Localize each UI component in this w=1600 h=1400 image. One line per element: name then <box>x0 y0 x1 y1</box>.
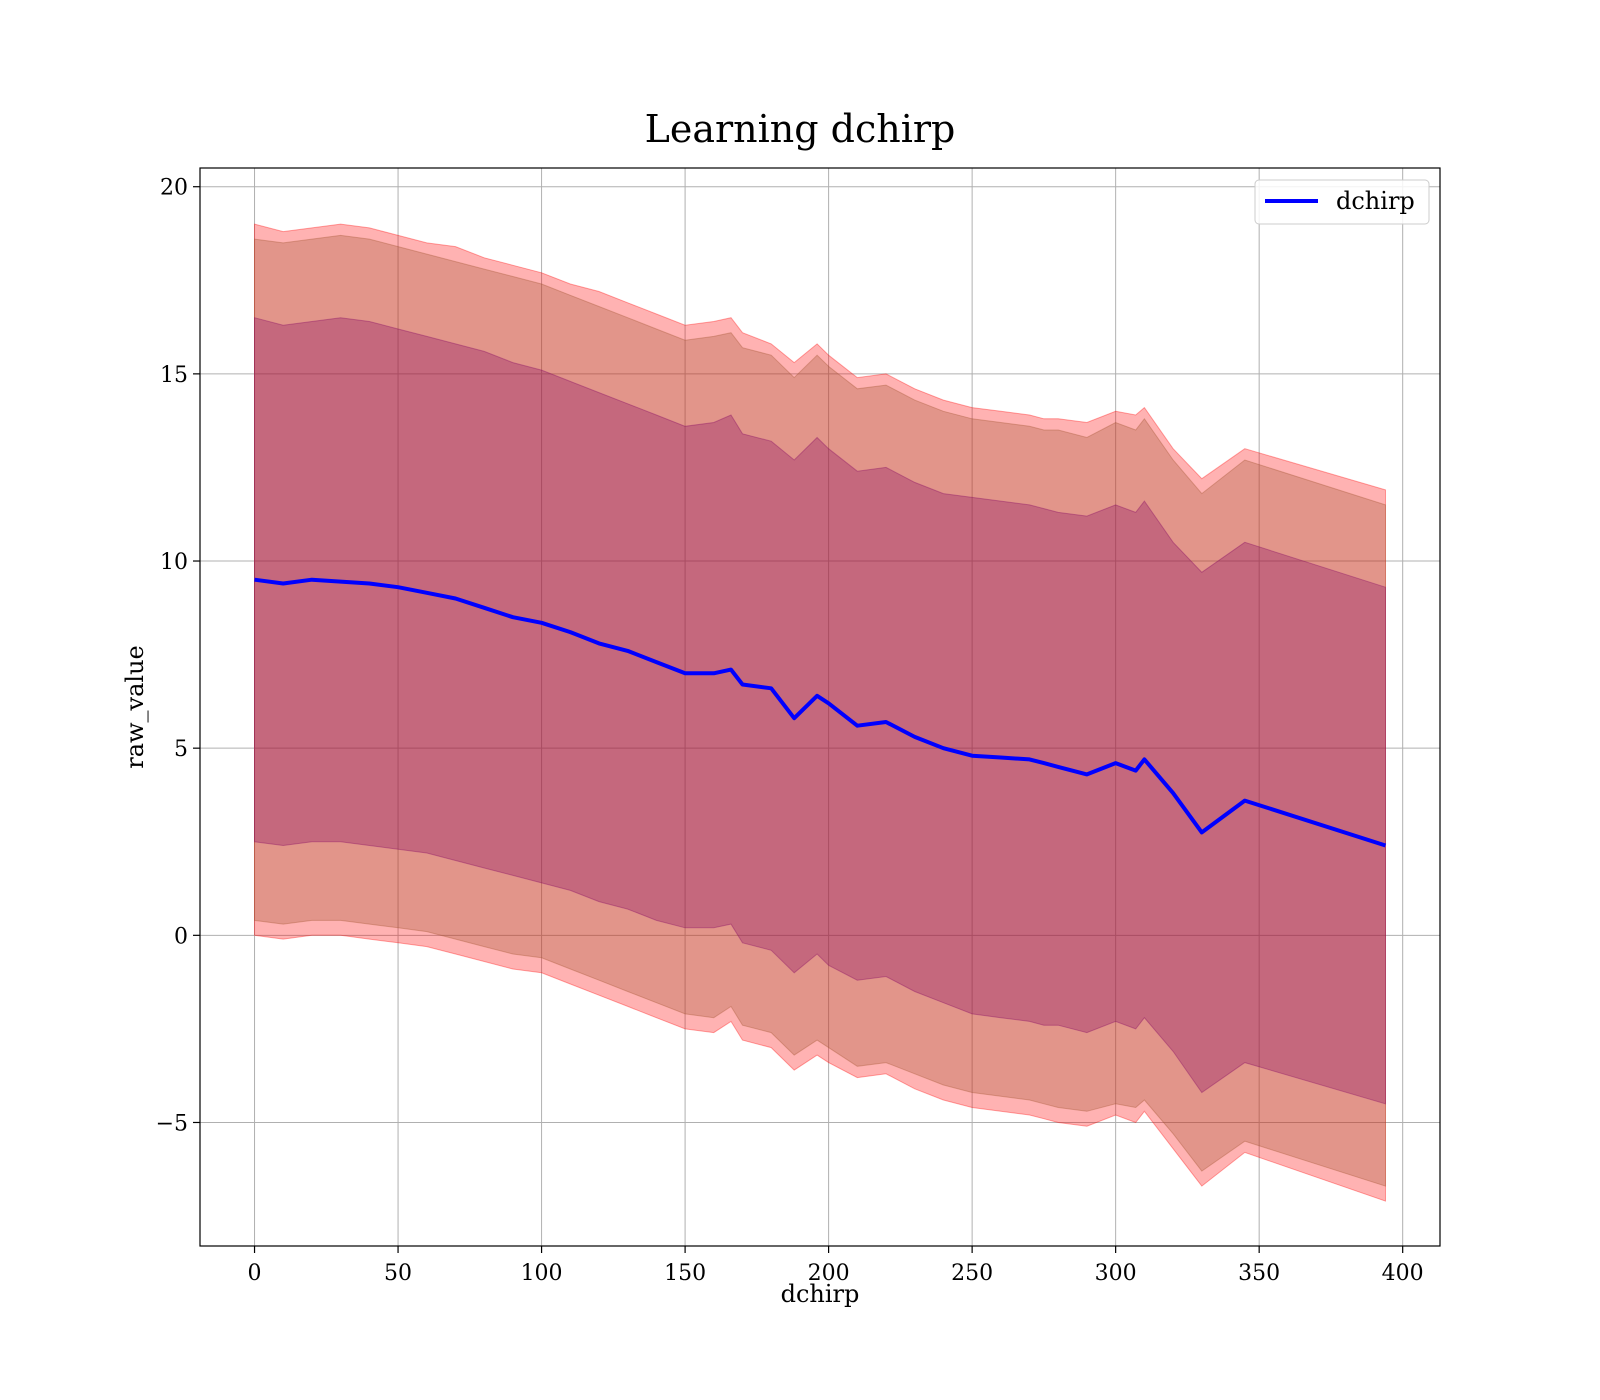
band-inner <box>254 317 1386 1105</box>
band-outer <box>254 223 1386 1202</box>
band-mid <box>254 234 1386 1187</box>
y-tick-label: 0 <box>174 924 188 949</box>
x-tick-label: 200 <box>808 1261 850 1286</box>
y-tick-label: 5 <box>174 737 188 762</box>
x-axis-label: dchirp <box>781 1280 860 1308</box>
series-line-dchirp <box>254 577 1387 848</box>
y-tick-label: 15 <box>160 363 188 388</box>
x-tick-label: 250 <box>951 1261 993 1286</box>
x-tick-label: 100 <box>521 1261 563 1286</box>
plot-area <box>200 168 1440 1246</box>
legend-label-dchirp: dchirp <box>1336 187 1415 215</box>
x-tick-label: 350 <box>1238 1261 1280 1286</box>
legend: dchirp <box>1254 179 1430 225</box>
x-tick-label: 50 <box>384 1261 412 1286</box>
y-axis-label: raw_value <box>121 645 149 769</box>
chart-title: Learning dchirp <box>645 107 956 151</box>
y-tick-label: 10 <box>160 550 188 575</box>
x-tick-label: 150 <box>664 1261 706 1286</box>
x-tick-label: 0 <box>248 1261 262 1286</box>
x-tick-label: 400 <box>1382 1261 1424 1286</box>
axis-ticks: 0 50 100 150 200 250 300 350 400 −5 0 5 10 15 20 <box>156 176 1424 1286</box>
y-tick-label: 20 <box>160 176 188 201</box>
x-tick-label: 300 <box>1095 1261 1137 1286</box>
plot-frame <box>199 167 1441 1247</box>
legend-box <box>1254 179 1430 225</box>
y-tick-label: −5 <box>156 1111 188 1136</box>
